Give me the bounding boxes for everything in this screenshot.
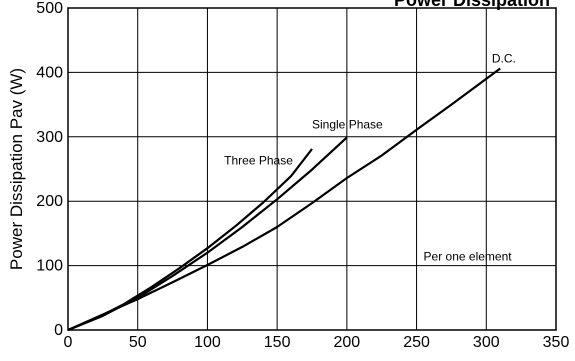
y-tick-label: 500: [36, 0, 63, 17]
y-tick-label: 300: [36, 129, 63, 146]
series-line-d-c: [67, 67, 501, 332]
x-tick-label: 300: [473, 334, 500, 351]
x-tick-label: 250: [403, 334, 430, 351]
series-line-three-phase: [67, 148, 313, 332]
y-tick-label: 0: [54, 322, 63, 339]
annotation-dc: D.C.: [492, 52, 516, 66]
grid-layer: [68, 8, 556, 330]
annotation-single-phase: Single Phase: [312, 117, 383, 131]
x-tick-label: 50: [129, 334, 147, 351]
annotation-per-one-element: Per one element: [424, 249, 513, 263]
tick-labels: 0 50 100 150 200 250 300 350 0 100 200 300 400 500: [36, 0, 569, 351]
y-axis-title: Power Dissipation Pav (W): [7, 68, 26, 270]
annotation-three-phase: Three Phase: [224, 153, 293, 167]
x-tick-label: 150: [264, 334, 291, 351]
y-tick-label: 100: [36, 258, 63, 275]
x-tick-label: 0: [64, 334, 73, 351]
plot-frame: [67, 7, 557, 331]
x-tick-label: 350: [543, 334, 570, 351]
x-tick-label: 100: [194, 334, 221, 351]
y-tick-label: 400: [36, 64, 63, 81]
y-tick-label: 200: [36, 193, 63, 210]
chart-title: Power Dissipation: [394, 0, 550, 10]
series-layer: [67, 67, 501, 332]
annotations: Three Phase Single Phase D.C. Per one eleme…: [224, 52, 516, 264]
x-tick-label: 200: [334, 334, 361, 351]
